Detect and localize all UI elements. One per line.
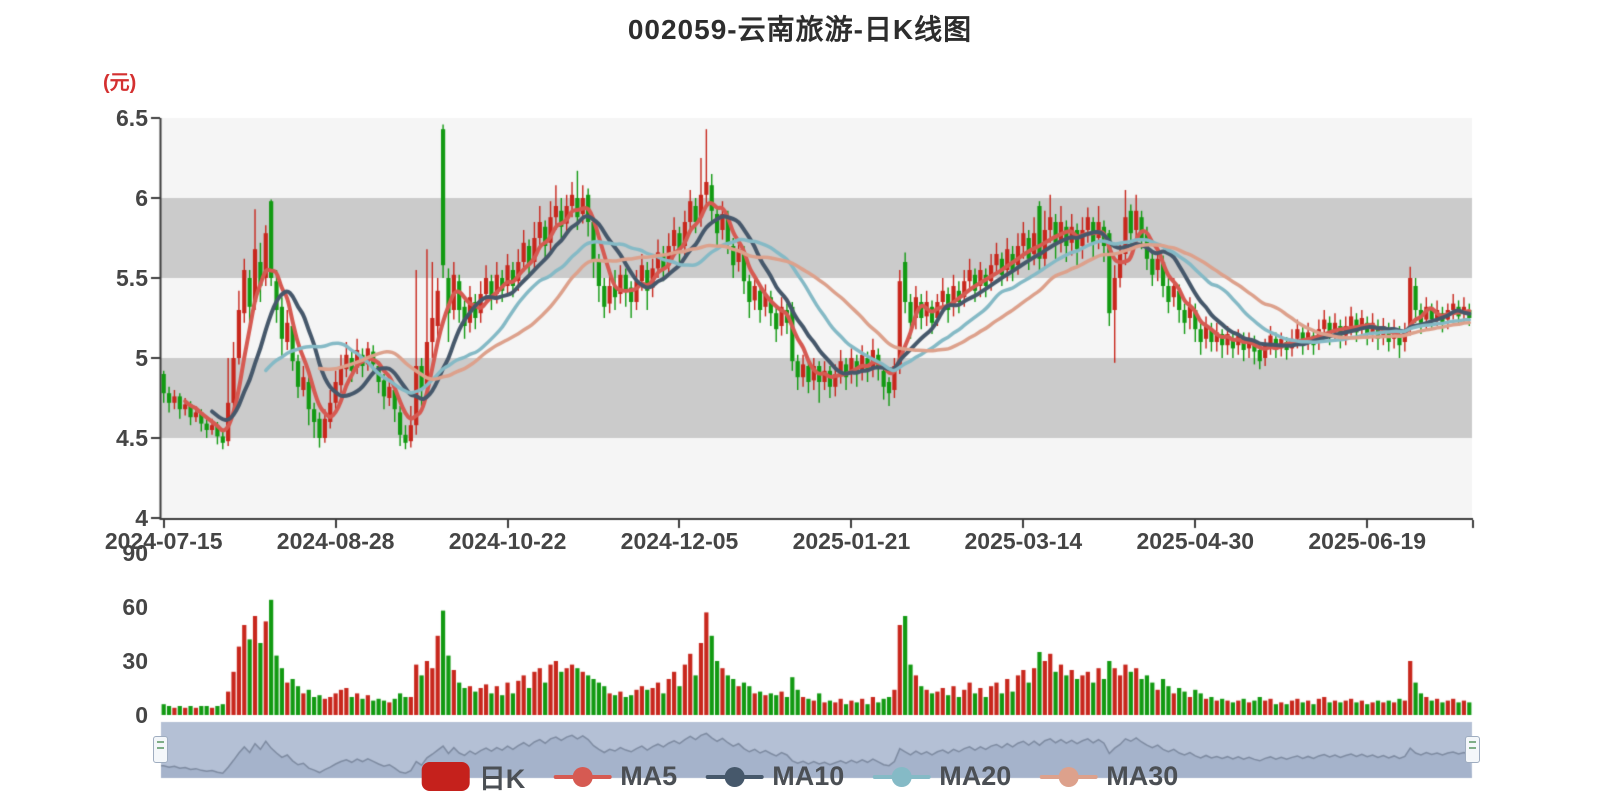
- handle-grip: [1469, 747, 1476, 749]
- legend-item-MA5[interactable]: MA5: [553, 761, 677, 792]
- price-tick-label: 4: [135, 505, 148, 531]
- date-tick-label: 2024-10-22: [448, 528, 567, 554]
- line-legend-icon: [705, 766, 764, 788]
- date-tick-label: 2024-12-05: [620, 528, 739, 554]
- line-legend-icon: [872, 766, 931, 788]
- legend-dot: [891, 766, 912, 787]
- date-tick-label: 2025-06-19: [1308, 528, 1427, 554]
- chart-title: 002059-云南旅游-日K线图: [627, 14, 973, 45]
- legend-label: 日K: [478, 764, 526, 794]
- date-tick-label: 2025-01-21: [792, 528, 911, 554]
- legend-item-MA30[interactable]: MA30: [1039, 761, 1178, 792]
- date-tick-label: 2024-08-28: [276, 528, 395, 554]
- legend-label: MA10: [772, 761, 845, 791]
- legend: 日K MA5 MA10 MA20 MA30: [421, 757, 1178, 796]
- volume-tick-label: 90: [122, 540, 148, 566]
- handle-grip: [157, 741, 164, 743]
- data-zoom-slider[interactable]: [153, 721, 1480, 779]
- legend-dot: [572, 766, 593, 787]
- line-legend-icon: [553, 766, 612, 788]
- price-tick-label: 6.5: [116, 105, 148, 131]
- date-tick-label: 2024-07-15: [104, 528, 223, 554]
- date-tick-label: 2025-03-14: [964, 528, 1083, 554]
- price-tick-label: 6: [135, 185, 148, 211]
- price-tick-label: 5.5: [116, 265, 148, 291]
- legend-item-日K[interactable]: 日K: [421, 757, 526, 796]
- legend-label: MA5: [620, 761, 678, 791]
- legend-dot: [724, 766, 745, 787]
- volume-tick-label: 60: [122, 594, 148, 620]
- price-tick-label: 5: [135, 345, 148, 371]
- volume-tick-label: 30: [122, 648, 148, 674]
- price-tick-label: 4.5: [116, 425, 148, 451]
- date-tick-label: 2025-04-30: [1136, 528, 1255, 554]
- legend-item-MA10[interactable]: MA10: [705, 761, 844, 792]
- volume-tick-label: 0: [135, 702, 148, 728]
- y-axis-unit-label: (元): [103, 72, 137, 94]
- legend-label: MA20: [939, 761, 1012, 791]
- candlestick-legend-icon: [421, 762, 470, 791]
- line-legend-icon: [1039, 766, 1098, 788]
- data-zoom-left-handle[interactable]: [153, 736, 168, 763]
- handle-grip: [157, 747, 164, 749]
- legend-dot: [1058, 766, 1079, 787]
- handle-grip: [1469, 741, 1476, 743]
- legend-label: MA30: [1106, 761, 1179, 791]
- data-zoom-right-handle[interactable]: [1465, 736, 1480, 763]
- legend-item-MA20[interactable]: MA20: [872, 761, 1011, 792]
